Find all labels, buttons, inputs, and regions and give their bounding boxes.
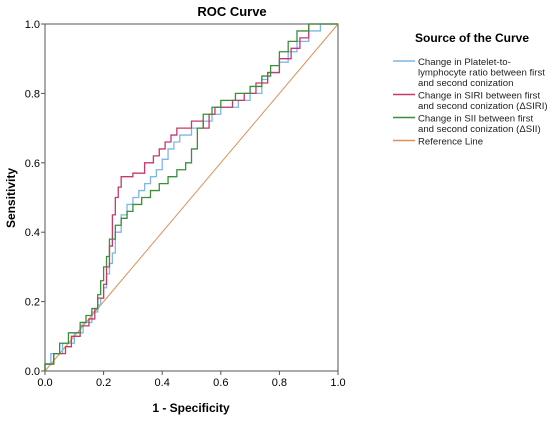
x-tick-label: 0.2 bbox=[96, 377, 111, 389]
legend-label-3: Reference Line bbox=[418, 137, 483, 148]
x-tick-label: 1.0 bbox=[330, 377, 345, 389]
series-lines bbox=[44, 23, 339, 372]
legend-title: Source of the Curve bbox=[415, 31, 529, 45]
y-tick-label: 0.8 bbox=[25, 88, 40, 100]
series-line-3 bbox=[44, 23, 339, 372]
legend-label-1: and second conization (ΔSIRI) bbox=[418, 101, 548, 112]
y-tick-label: 0.4 bbox=[25, 227, 40, 239]
legend-label-1: Change in SIRI between first bbox=[418, 91, 540, 102]
legend-label-0: and second conization bbox=[418, 78, 513, 89]
x-tick-label: 0.6 bbox=[213, 377, 228, 389]
chart-title: ROC Curve bbox=[197, 4, 266, 19]
legend-label-0: lymphocyte ratio between first bbox=[418, 68, 545, 79]
legend-label-2: Change in SII between first bbox=[418, 114, 534, 125]
x-tick-label: 0.8 bbox=[272, 377, 287, 389]
series-line-2 bbox=[44, 23, 338, 371]
x-axis-label: 1 - Specificity bbox=[152, 401, 230, 415]
legend-label-2: and second conization (ΔSII) bbox=[418, 124, 541, 135]
axis-ticks: 0.0 0.2 0.4 0.6 0.8 1.0 0.0 0.2 0.4 0.6 0.8 1.0 bbox=[25, 19, 346, 389]
legend-label-0: Change in Platelet-to- bbox=[418, 57, 511, 68]
y-tick-label: 1.0 bbox=[25, 19, 40, 31]
y-tick-label: 0.0 bbox=[25, 366, 40, 378]
y-axis-label: Sensitivity bbox=[4, 168, 18, 228]
x-tick-label: 0.0 bbox=[37, 377, 52, 389]
legend: Source of the Curve Change in Platelet-t… bbox=[393, 31, 548, 148]
plot-frame bbox=[44, 23, 339, 372]
y-tick-label: 0.6 bbox=[25, 158, 40, 170]
y-tick-label: 0.2 bbox=[25, 297, 40, 309]
series-line-0 bbox=[44, 23, 338, 371]
x-tick-label: 0.4 bbox=[155, 377, 170, 389]
